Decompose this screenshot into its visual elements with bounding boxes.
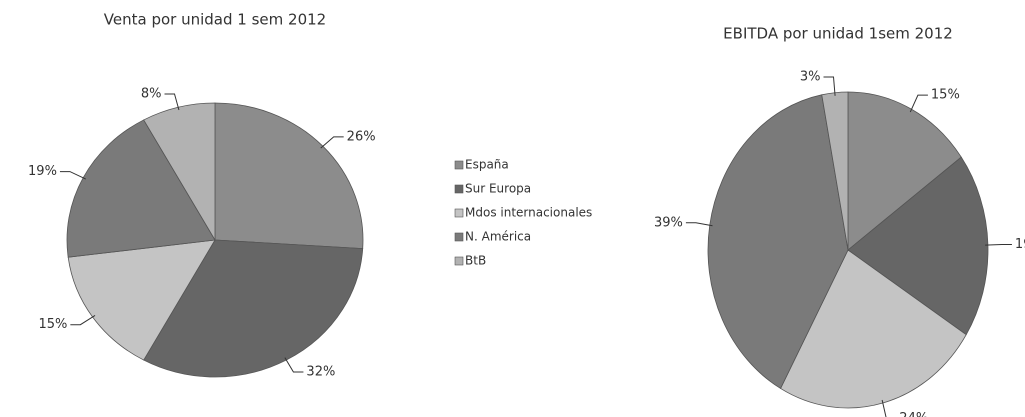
legend-label: N. América	[465, 230, 531, 244]
legend-swatch	[454, 184, 464, 194]
legend-swatch	[454, 160, 464, 170]
legend-label: España	[465, 158, 509, 172]
leader-line	[70, 315, 96, 326]
data-label: 26%	[347, 129, 376, 144]
legend-swatch	[454, 232, 464, 242]
data-label: 39%	[654, 215, 683, 230]
leader-line	[59, 171, 86, 180]
legend-label: Mdos internacionales	[465, 206, 592, 220]
chart-title: Venta por unidad 1 sem 2012	[104, 11, 326, 29]
legend-swatch	[454, 208, 464, 218]
data-label: 3%	[800, 69, 821, 84]
data-label: 19%	[1015, 237, 1025, 252]
data-label: 15%	[931, 88, 960, 103]
leader-line	[164, 93, 180, 111]
legend-label: Sur Europa	[465, 182, 531, 196]
leader-line	[909, 94, 928, 113]
data-label: 24%	[899, 411, 928, 417]
leader-line	[823, 76, 836, 96]
legend-swatch	[454, 256, 464, 266]
legend-label: BtB	[465, 254, 486, 268]
leader-line	[985, 244, 1012, 246]
data-label: 32%	[306, 365, 335, 380]
leader-line	[881, 399, 887, 417]
data-label: 15%	[38, 317, 67, 332]
leader-line	[685, 222, 713, 227]
chart-title: EBITDA por unidad 1sem 2012	[723, 25, 953, 43]
data-label: 8%	[141, 87, 162, 102]
leader-line	[320, 136, 344, 149]
pie-slice	[214, 102, 364, 250]
leader-line	[284, 357, 304, 373]
data-label: 19%	[28, 164, 57, 179]
